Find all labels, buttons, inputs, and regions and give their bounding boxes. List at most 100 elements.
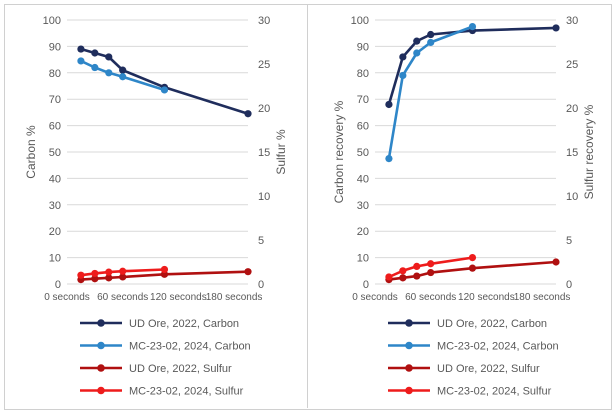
- data-point: [119, 267, 127, 275]
- data-point: [468, 23, 477, 31]
- data-point: [468, 254, 477, 262]
- legend-label: MC-23-02, 2024, Carbon: [129, 341, 251, 353]
- data-point: [77, 45, 85, 53]
- data-point: [385, 273, 393, 281]
- legend-label: UD Ore, 2022, Carbon: [437, 318, 547, 330]
- data-point: [399, 71, 407, 80]
- data-point: [385, 155, 393, 163]
- y2-tick-label: 30: [258, 15, 270, 27]
- x-tick-label: 60 seconds: [405, 292, 456, 303]
- y2-tick-label: 25: [566, 59, 578, 71]
- y2-tick-label: 0: [566, 279, 572, 291]
- y2-tick-label: 20: [566, 103, 578, 115]
- data-point: [399, 53, 407, 61]
- data-point: [413, 262, 421, 270]
- data-point: [160, 86, 169, 94]
- data-point: [413, 49, 421, 57]
- data-point: [427, 268, 435, 277]
- data-point: [244, 268, 252, 276]
- y-tick-label: 20: [49, 226, 61, 238]
- legend-marker: [97, 319, 105, 327]
- legend-marker: [405, 386, 413, 395]
- x-tick-label: 120 seconds: [150, 292, 207, 303]
- y-tick-label: 40: [49, 173, 61, 185]
- y-tick-label: 90: [357, 41, 369, 53]
- y-tick-label: 20: [357, 226, 369, 238]
- y-tick-label: 60: [357, 121, 369, 133]
- x-tick-label: 0 seconds: [44, 292, 90, 303]
- legend-label: MC-23-02, 2024, Carbon: [437, 341, 559, 353]
- x-tick-label: 180 seconds: [514, 292, 571, 303]
- panel-divider: [307, 5, 308, 408]
- y-tick-label: 70: [49, 94, 61, 106]
- data-point: [244, 110, 252, 118]
- data-point: [427, 260, 435, 268]
- data-point: [91, 63, 99, 72]
- data-point: [413, 272, 421, 280]
- y2-tick-label: 15: [566, 147, 578, 159]
- y2-tick-label: 0: [258, 279, 264, 291]
- y-tick-label: 0: [363, 279, 369, 291]
- data-point: [77, 271, 85, 279]
- y-tick-label: 30: [49, 200, 61, 212]
- y2-tick-label: 20: [258, 103, 270, 115]
- carbon-sulfur-grade-chart: 0 10 20 30 40 50 60 70 80 90 100 0 5 10 15 20 25 30 0 seco…: [24, 15, 288, 398]
- legend-label: UD Ore, 2022, Sulfur: [129, 363, 232, 375]
- data-point: [105, 268, 113, 276]
- y-tick-label: 0: [55, 279, 61, 291]
- y-tick-label: 10: [49, 253, 61, 265]
- y-tick-label: 100: [351, 15, 369, 27]
- data-point: [399, 274, 407, 282]
- y-axis-title: Carbon recovery %: [332, 100, 346, 203]
- data-point: [119, 73, 127, 81]
- legend-label: MC-23-02, 2024, Sulfur: [437, 386, 552, 398]
- y-tick-label: 80: [357, 68, 369, 80]
- data-point: [399, 267, 407, 275]
- y-tick-label: 90: [49, 41, 61, 53]
- y-tick-label: 10: [357, 253, 369, 265]
- data-point: [385, 100, 393, 109]
- data-point: [91, 269, 99, 278]
- y2-tick-label: 25: [258, 59, 270, 71]
- legend-marker: [97, 386, 105, 395]
- legend-marker: [405, 364, 413, 372]
- data-point: [91, 49, 99, 57]
- data-point: [105, 69, 113, 77]
- y-tick-label: 60: [49, 121, 61, 133]
- y2-axis-title: Sulfur recovery %: [582, 104, 596, 199]
- y-tick-label: 80: [49, 68, 61, 80]
- legend-marker: [405, 319, 413, 327]
- legend-marker: [97, 364, 105, 372]
- x-tick-label: 180 seconds: [206, 292, 263, 303]
- y2-tick-label: 30: [566, 15, 578, 27]
- y2-tick-label: 10: [258, 191, 270, 203]
- y2-axis-title: Sulfur %: [274, 129, 288, 175]
- y-axis-title: Carbon %: [24, 125, 38, 179]
- data-point: [552, 258, 560, 266]
- y2-tick-label: 15: [258, 147, 270, 159]
- y-tick-label: 100: [43, 15, 61, 27]
- series-line: [387, 26, 557, 105]
- legend-marker: [97, 341, 105, 350]
- data-point: [468, 264, 477, 272]
- data-point: [77, 57, 85, 65]
- data-point: [160, 265, 169, 274]
- legend-label: UD Ore, 2022, Sulfur: [437, 363, 540, 375]
- data-point: [105, 274, 113, 282]
- x-tick-label: 60 seconds: [97, 292, 148, 303]
- x-tick-label: 120 seconds: [458, 292, 515, 303]
- y2-tick-label: 10: [566, 191, 578, 203]
- y2-tick-label: 5: [566, 235, 572, 247]
- x-tick-label: 0 seconds: [352, 292, 398, 303]
- y-tick-label: 50: [49, 147, 61, 159]
- y-tick-label: 30: [357, 200, 369, 212]
- legend-marker: [405, 341, 413, 350]
- legend-label: MC-23-02, 2024, Sulfur: [129, 386, 244, 398]
- data-point: [119, 66, 127, 74]
- carbon-sulfur-recovery-chart: 0 10 20 30 40 50 60 70 80 90 100 0 5 10 15 20 25 30 0 seco…: [332, 15, 596, 398]
- data-point: [413, 37, 421, 45]
- y-tick-label: 70: [357, 94, 369, 106]
- y2-tick-label: 5: [258, 235, 264, 247]
- data-point: [105, 53, 113, 61]
- data-point: [427, 30, 435, 39]
